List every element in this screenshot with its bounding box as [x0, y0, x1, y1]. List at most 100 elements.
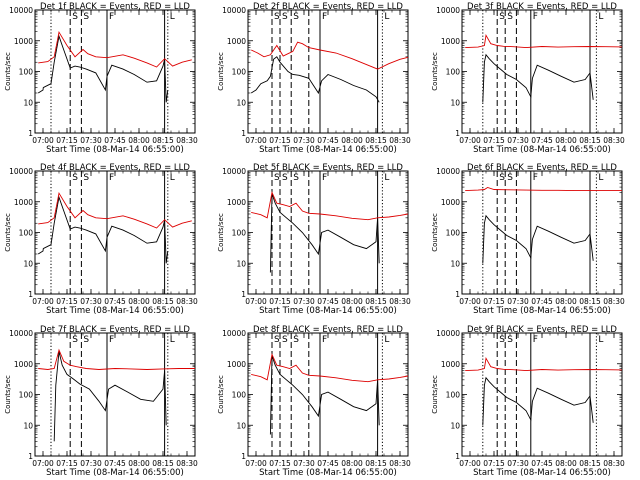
chart-title: Det 5f BLACK = Events, RED = LLD: [253, 163, 403, 173]
x-tick-label: 07:00: [32, 297, 54, 306]
x-tick-label: 08:15: [579, 459, 601, 468]
y-tick-label: 1000: [14, 37, 33, 46]
event-marker-label: L: [598, 173, 603, 183]
y-tick-label: 1000: [227, 37, 246, 46]
y-tick-label: 100: [446, 229, 461, 238]
x-tick-label: 08:00: [128, 136, 150, 145]
y-axis-title: Counts/sec: [431, 375, 439, 414]
event-marker-label: L: [170, 173, 175, 183]
x-tick-label: 07:30: [80, 459, 102, 468]
y-tick-label: 10: [450, 421, 460, 430]
event-marker-label: S: [83, 335, 89, 345]
x-tick-label: 08:15: [579, 297, 601, 306]
y-tick-label: 10: [450, 259, 460, 268]
series-line-events: [53, 351, 167, 442]
chart-panel-6: Det 6f BLACK = Events, RED = LLD 1 10 100 10…: [431, 163, 625, 316]
x-tick-label: 07:45: [531, 297, 553, 306]
y-tick-label: 1: [455, 452, 460, 461]
x-tick-label: 07:15: [269, 459, 291, 468]
x-tick-label: 08:15: [152, 136, 174, 145]
event-marker-label: L: [170, 335, 175, 345]
y-tick-label: 10000: [9, 167, 33, 176]
series-line-lld: [251, 353, 409, 383]
x-tick-label: 07:30: [80, 297, 102, 306]
y-axis-title: Counts/sec: [4, 52, 12, 91]
y-tick-label: 10000: [222, 6, 246, 15]
series-line-lld: [251, 41, 409, 70]
y-tick-label: 10: [23, 421, 33, 430]
x-tick-label: 08:00: [555, 297, 577, 306]
plot-frame: [461, 9, 623, 134]
y-tick-label: 10: [236, 259, 246, 268]
y-tick-label: 10: [23, 259, 33, 268]
y-tick-label: 10000: [436, 167, 460, 176]
series-line-lld: [38, 191, 192, 229]
x-axis-title: Start Time (08-Mar-14 06:55:00): [473, 145, 611, 155]
y-tick-label: 1000: [227, 198, 246, 207]
x-tick-label: 07:45: [317, 297, 339, 306]
x-tick-label: 08:30: [389, 459, 411, 468]
x-axis-title: Start Time (08-Mar-14 06:55:00): [46, 145, 184, 155]
event-marker-label: S: [72, 12, 78, 22]
x-axis-title: Start Time (08-Mar-14 06:55:00): [259, 468, 397, 478]
y-tick-label: 10: [236, 98, 246, 107]
x-axis-title: Start Time (08-Mar-14 06:55:00): [259, 306, 397, 316]
x-tick-label: 08:00: [341, 297, 363, 306]
x-tick-label: 08:00: [128, 459, 150, 468]
event-marker-label: S: [293, 12, 299, 22]
y-axis-title: Counts/sec: [4, 213, 12, 252]
x-tick-label: 07:00: [245, 136, 267, 145]
series-line-lld: [38, 348, 195, 370]
event-marker-label: L: [384, 173, 389, 183]
x-tick-label: 07:15: [269, 297, 291, 306]
y-tick-label: 10000: [436, 6, 460, 15]
x-tick-label: 08:00: [341, 459, 363, 468]
series-line-events: [482, 376, 594, 426]
y-tick-label: 10: [23, 98, 33, 107]
event-marker-label: S: [83, 12, 89, 22]
x-tick-label: 07:00: [32, 136, 54, 145]
chart-panel-9: Det 9f BLACK = Events, RED = LLD 1 10 100 10…: [431, 325, 625, 478]
y-tick-label: 1000: [441, 360, 460, 369]
y-tick-label: 10000: [436, 329, 460, 338]
event-marker-label: L: [384, 12, 389, 22]
x-tick-label: 07:30: [507, 297, 529, 306]
series-line-events: [250, 56, 380, 103]
event-marker-label: L: [598, 12, 603, 22]
event-marker-label: F: [533, 173, 538, 183]
chart-panel-8: Det 8f BLACK = Events, RED = LLD 1 10 100 10…: [217, 325, 411, 478]
event-marker-label: S: [282, 173, 288, 183]
x-tick-label: 07:45: [531, 459, 553, 468]
y-tick-label: 100: [232, 229, 247, 238]
y-tick-label: 100: [232, 68, 247, 77]
x-tick-label: 08:00: [555, 136, 577, 145]
y-tick-label: 100: [446, 391, 461, 400]
x-tick-label: 08:15: [579, 136, 601, 145]
chart-title: Det 2f BLACK = Events, RED = LLD: [253, 2, 403, 12]
x-tick-label: 07:15: [56, 459, 78, 468]
y-tick-label: 1000: [14, 360, 33, 369]
event-marker-label: S: [499, 335, 505, 345]
event-marker-label: F: [322, 173, 327, 183]
x-tick-label: 07:15: [56, 297, 78, 306]
x-tick-label: 07:45: [104, 459, 126, 468]
event-marker-label: S: [499, 12, 505, 22]
series-line-events: [269, 193, 380, 273]
event-marker-label: S: [499, 173, 505, 183]
x-tick-label: 08:30: [176, 136, 198, 145]
x-tick-label: 08:00: [128, 297, 150, 306]
y-tick-label: 1: [455, 129, 460, 138]
chart-title: Det 4f BLACK = Events, RED = LLD: [40, 163, 190, 173]
y-tick-label: 100: [19, 391, 34, 400]
y-tick-label: 100: [19, 229, 34, 238]
y-tick-label: 1: [28, 452, 33, 461]
y-tick-label: 10: [450, 98, 460, 107]
series-line-lld: [465, 356, 623, 372]
series-line-lld: [465, 33, 623, 49]
x-axis-title: Start Time (08-Mar-14 06:55:00): [473, 306, 611, 316]
chart-title: Det 8f BLACK = Events, RED = LLD: [253, 325, 403, 335]
event-marker-label: S: [282, 12, 288, 22]
x-tick-label: 07:00: [459, 297, 481, 306]
chart-title: Det 6f BLACK = Events, RED = LLD: [467, 163, 617, 173]
